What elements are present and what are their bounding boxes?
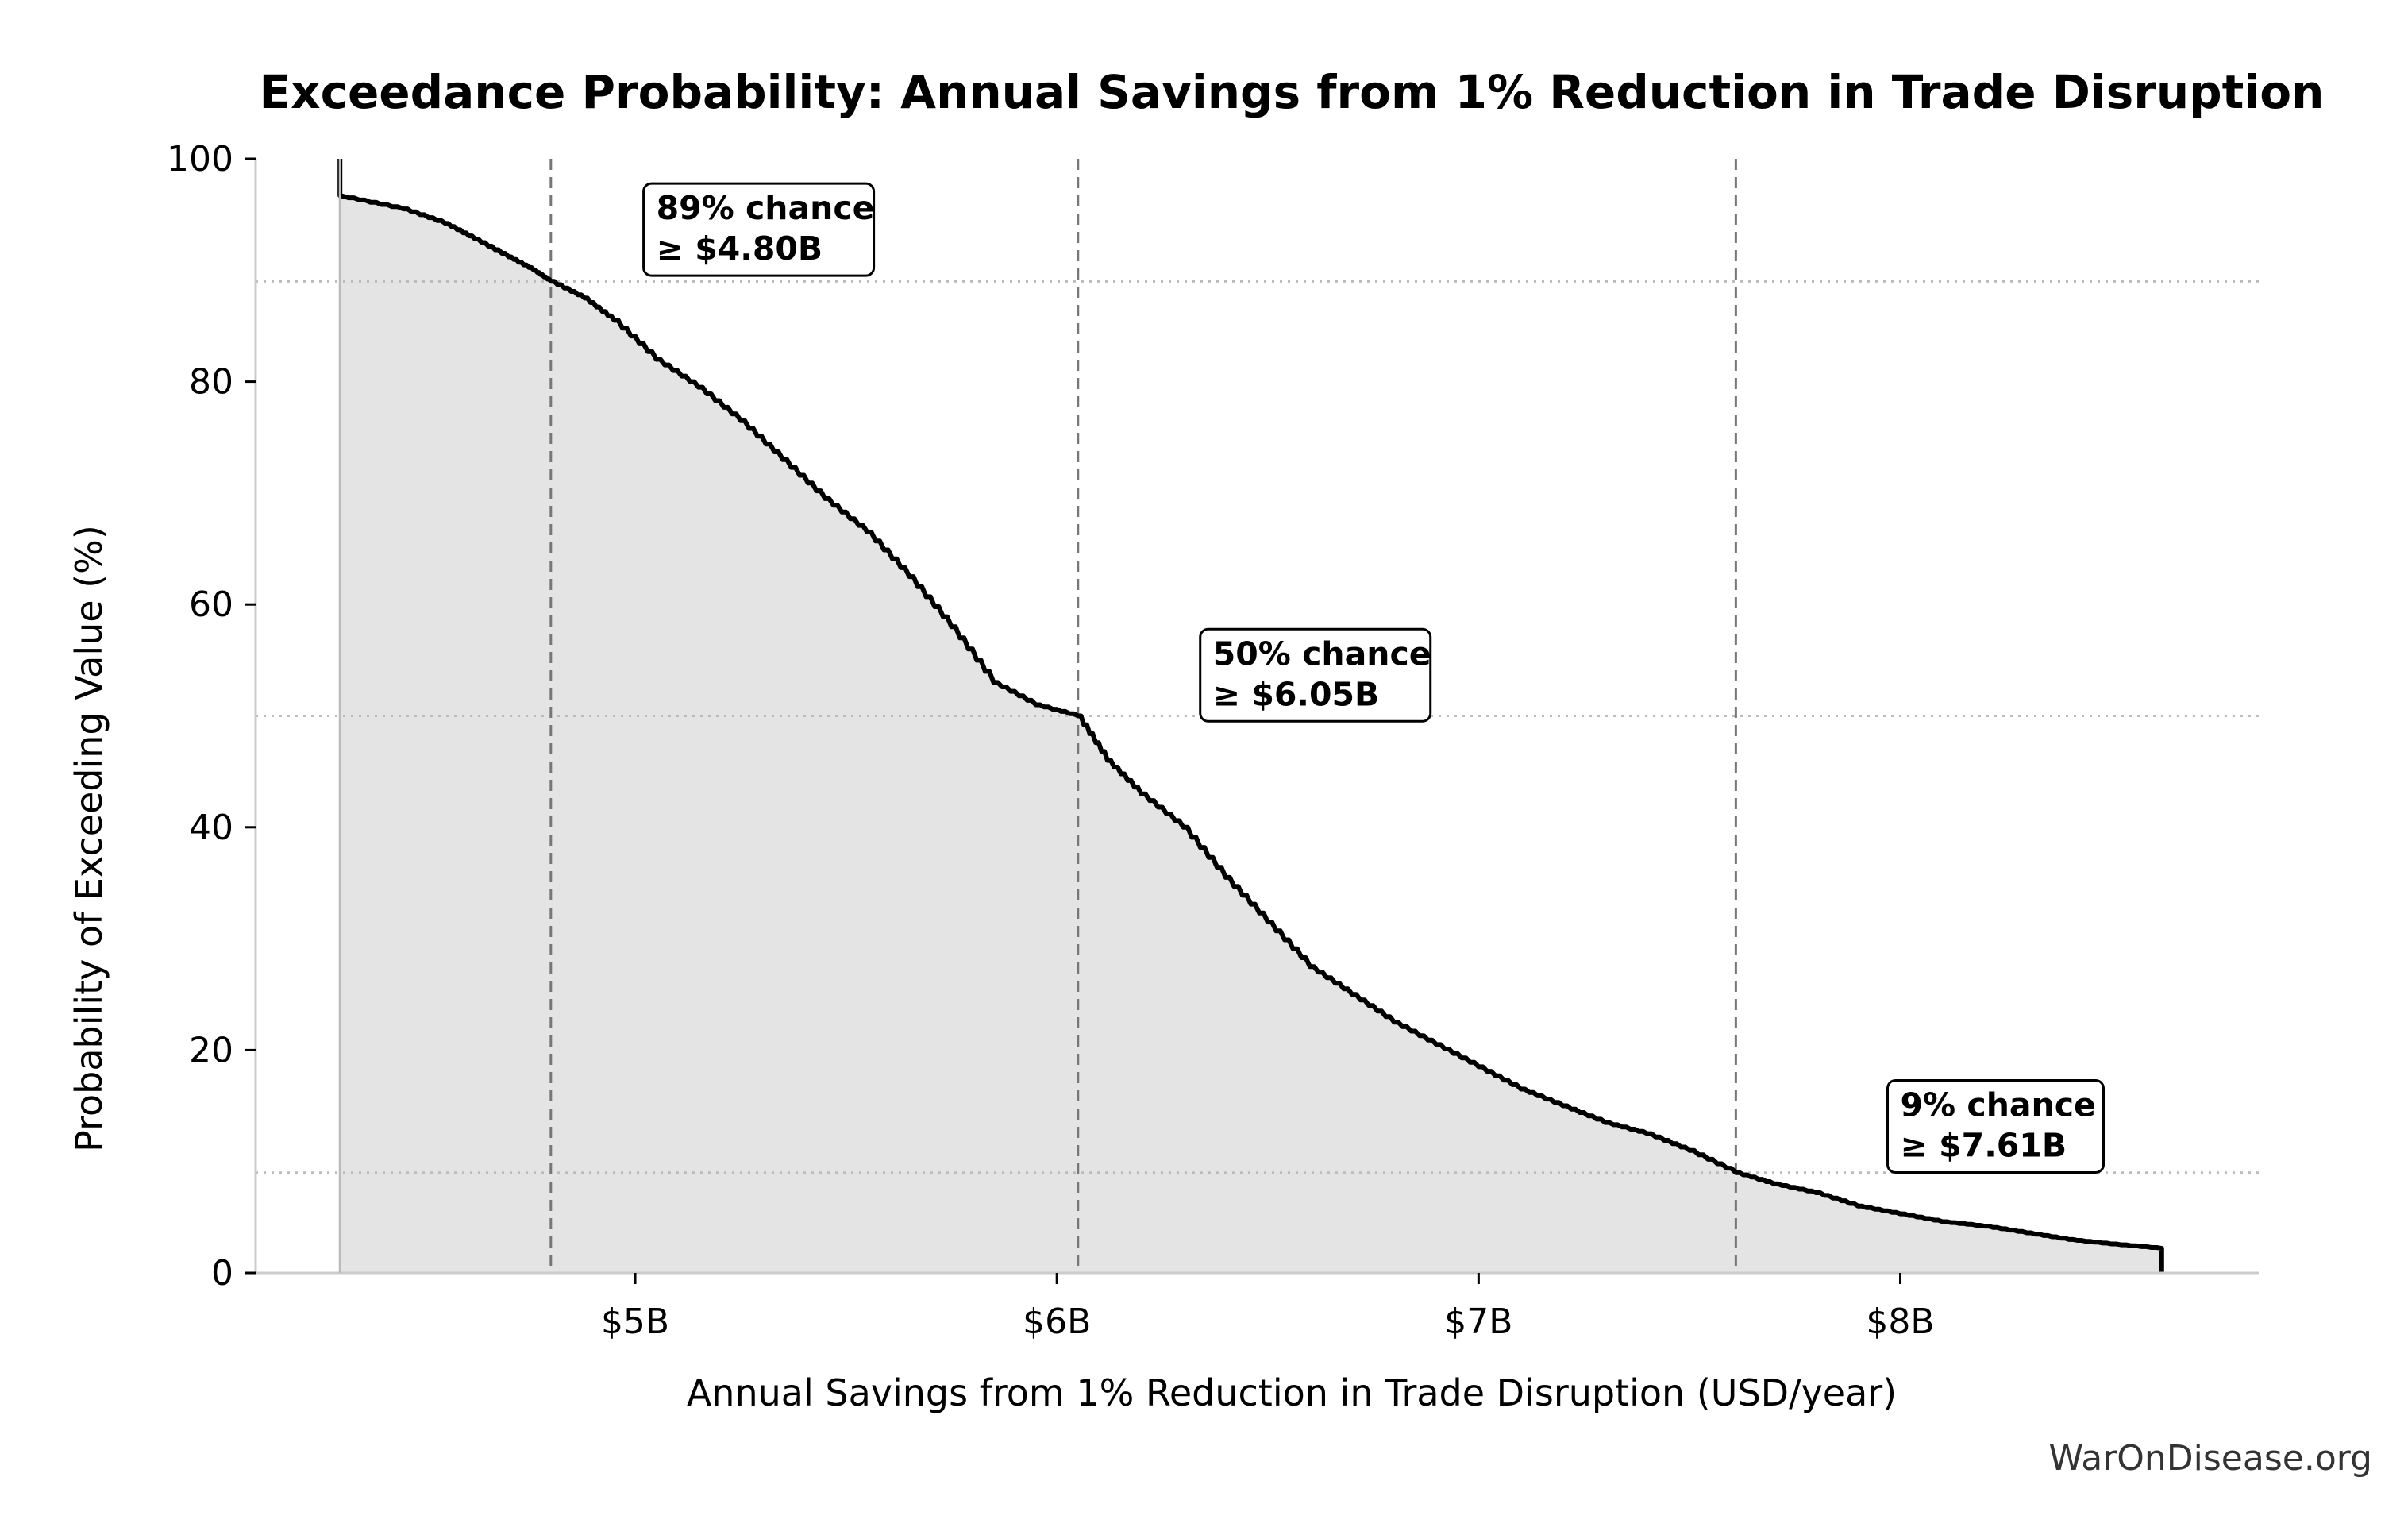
y-tick-label: 60	[189, 584, 233, 625]
x-tick-label: $8B	[1866, 1302, 1934, 1342]
x-tick-label: $7B	[1444, 1302, 1512, 1342]
watermark-text: WarOnDisease.org	[2049, 1438, 2372, 1479]
y-tick-label: 80	[189, 362, 233, 403]
x-tick-label: $5B	[601, 1302, 669, 1342]
y-tick-label: 20	[189, 1030, 233, 1070]
y-tick-label: 40	[189, 808, 233, 848]
annotation-box: 50% chance≥ $6.05B	[1199, 627, 1432, 723]
x-tick-label: $6B	[1023, 1302, 1091, 1342]
annotation-line-1: 89% chance	[657, 189, 875, 227]
x-axis-label: Annual Savings from 1% Reduction in Trad…	[687, 1371, 1897, 1414]
annotation-line-2: ≥ $7.61B	[1901, 1126, 2067, 1164]
annotation-line-1: 9% chance	[1901, 1086, 2096, 1124]
exceedance-curve	[337, 159, 2164, 1273]
annotation-frame	[1199, 627, 1432, 723]
y-tick-label: 0	[211, 1253, 233, 1294]
exceedance-area-fill	[340, 159, 2162, 1273]
x-axis-ticks: $5B $6B $7B $8B	[601, 1273, 1935, 1342]
y-tick-label: 100	[167, 139, 233, 179]
annotation-line-2: ≥ $4.80B	[657, 229, 823, 268]
plot-area: $5B $6B $7B $8B 0 20 40 60 80 100 89% chance≥ $4…	[167, 139, 2259, 1342]
annotation-frame	[1886, 1078, 2106, 1174]
annotations: 89% chance≥ $4.80B 50% chance≥ $6.05B 9% c…	[642, 182, 2106, 1174]
annotation-line-2: ≥ $6.05B	[1213, 675, 1380, 713]
chart-title: Exceedance Probability: Annual Savings f…	[260, 65, 2325, 119]
annotation-frame	[642, 182, 876, 277]
annotation-box: 89% chance≥ $4.80B	[642, 182, 876, 277]
y-axis-label: Probability of Exceeding Value (%)	[67, 525, 110, 1152]
annotation-box: 9% chance≥ $7.61B	[1886, 1078, 2106, 1174]
y-axis-ticks: 0 20 40 60 80 100	[167, 139, 256, 1294]
annotation-line-1: 50% chance	[1213, 634, 1431, 673]
